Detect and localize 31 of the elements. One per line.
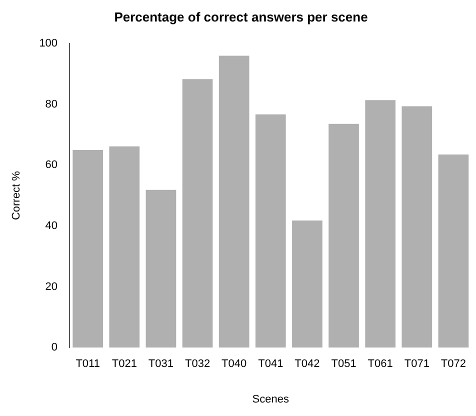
x-tick-label: T021 bbox=[112, 358, 137, 370]
x-tick-label: T071 bbox=[404, 358, 430, 370]
x-tick-label: T072 bbox=[440, 358, 466, 370]
x-tick-label: T061 bbox=[368, 358, 393, 370]
bar bbox=[146, 190, 176, 348]
y-axis-title: Correct % bbox=[10, 170, 23, 220]
bar bbox=[218, 56, 250, 348]
x-tick-label: T031 bbox=[148, 358, 174, 370]
y-tick-label: 80 bbox=[45, 98, 58, 110]
bar bbox=[182, 79, 213, 348]
x-tick-label: T040 bbox=[222, 358, 247, 370]
bar bbox=[328, 124, 359, 348]
x-tick-label: T011 bbox=[76, 358, 100, 370]
y-tick-label: 100 bbox=[39, 38, 58, 50]
y-tick-label: 40 bbox=[45, 220, 58, 232]
x-axis-title: Scenes bbox=[252, 393, 290, 406]
bar bbox=[109, 146, 140, 348]
bar bbox=[365, 100, 396, 348]
chart-title: Percentage of correct answers per scene bbox=[114, 9, 368, 24]
bar bbox=[402, 106, 432, 348]
y-tick-label: 0 bbox=[51, 342, 58, 354]
y-tick-label: 20 bbox=[45, 280, 58, 293]
x-tick-label: T051 bbox=[331, 358, 356, 370]
bar bbox=[292, 220, 322, 348]
bar bbox=[72, 150, 104, 348]
x-tick-label: T041 bbox=[258, 358, 284, 370]
bar bbox=[438, 154, 469, 348]
y-tick-label: 60 bbox=[45, 159, 58, 172]
x-tick-label: T032 bbox=[184, 358, 210, 370]
x-tick-label: T042 bbox=[294, 358, 320, 370]
bar bbox=[255, 114, 286, 348]
